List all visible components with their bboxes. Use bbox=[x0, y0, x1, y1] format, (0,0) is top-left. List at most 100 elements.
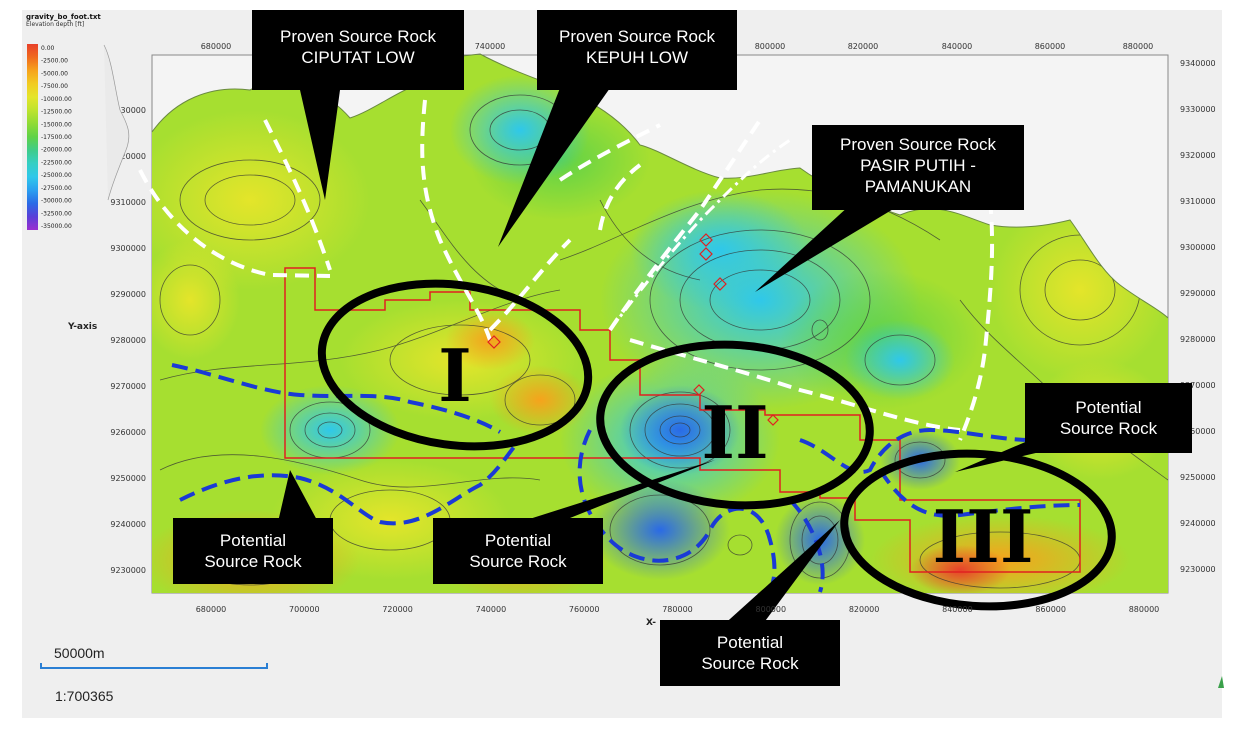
y-tick-right: 9280000 bbox=[1180, 335, 1216, 344]
x-axis-label: X- bbox=[646, 618, 656, 628]
callout-pointers bbox=[278, 88, 1040, 628]
legend-label: -7500.00 bbox=[41, 83, 68, 90]
scale-ratio: 1:700365 bbox=[55, 688, 114, 704]
x-axis-bottom-ticks: 680000 700000 720000 740000 760000 780000 8000… bbox=[196, 605, 1160, 614]
scale-bar-label: 50000m bbox=[54, 645, 105, 661]
x-tick-top: 800000 bbox=[755, 42, 786, 51]
x-tick-bottom: 780000 bbox=[662, 605, 693, 614]
x-tick-top: 680000 bbox=[201, 42, 232, 51]
callout-kepuh-line2: KEPUH LOW bbox=[585, 48, 689, 67]
callout-potential-mid-line2: Source Rock bbox=[469, 552, 567, 571]
x-tick-top: 820000 bbox=[848, 42, 879, 51]
legend-label: -32500.00 bbox=[41, 210, 72, 217]
legend-label: -5000.00 bbox=[41, 70, 68, 77]
y-tick-right: 9340000 bbox=[1180, 59, 1216, 68]
legend-field-name: Elevation depth [ft] bbox=[26, 21, 85, 28]
y-tick-left: 9240000 bbox=[110, 520, 146, 529]
y-tick-left: 9290000 bbox=[110, 290, 146, 299]
y-axis-right-ticks: 9340000 9330000 9320000 9310000 9300000 92900… bbox=[1180, 59, 1216, 574]
zone-label-1: I bbox=[438, 333, 472, 418]
y-tick-right: 9300000 bbox=[1180, 243, 1216, 252]
y-tick-right: 9240000 bbox=[1180, 519, 1216, 528]
callout-ciputat: Proven Source Rock CIPUTAT LOW bbox=[252, 10, 464, 90]
x-tick-top: 840000 bbox=[942, 42, 973, 51]
zone-ellipse-1 bbox=[317, 279, 593, 451]
y-tick-right: 9230000 bbox=[1180, 565, 1216, 574]
zone-label-3: III bbox=[932, 494, 1033, 579]
y-tick-left: 9270000 bbox=[110, 382, 146, 391]
callout-kepuh-line1: Proven Source Rock bbox=[559, 27, 715, 46]
callout-potential-right: Potential Source Rock bbox=[1025, 383, 1192, 453]
callout-pasir-putih: Proven Source Rock PASIR PUTIH - PAMANUK… bbox=[812, 125, 1024, 210]
proven-boundary-dashdot bbox=[608, 138, 791, 331]
zone-label-2: II bbox=[701, 390, 768, 475]
y-tick-left: 9280000 bbox=[110, 336, 146, 345]
legend-file-name: gravity_bo_foot.txt bbox=[26, 13, 101, 21]
callout-potential-left-line2: Source Rock bbox=[204, 552, 302, 571]
well-markers bbox=[487, 233, 779, 426]
legend-label: -2500.00 bbox=[41, 58, 68, 65]
color-legend: 0.00 -2500.00 -5000.00 -7500.00 -10000.00 -12… bbox=[27, 44, 72, 230]
callout-potential-right-line1: Potential bbox=[1075, 398, 1142, 417]
legend-label: -12500.00 bbox=[41, 109, 72, 116]
legend-label: -27500.00 bbox=[41, 185, 72, 192]
callout-potential-mid: Potential Source Rock bbox=[433, 518, 603, 584]
callout-potential-bottom-line2: Source Rock bbox=[701, 654, 799, 673]
x-tick-bottom: 700000 bbox=[289, 605, 320, 614]
callout-kepuh: Proven Source Rock KEPUH LOW bbox=[537, 10, 737, 90]
y-tick-right: 9310000 bbox=[1180, 197, 1216, 206]
x-tick-bottom: 800000 bbox=[756, 605, 787, 614]
y-tick-left: 9300000 bbox=[110, 244, 146, 253]
y-tick-left: 9310000 bbox=[110, 198, 146, 207]
x-tick-bottom: 840000 bbox=[942, 605, 973, 614]
callout-potential-right-line2: Source Rock bbox=[1059, 419, 1158, 438]
x-axis-top-ticks: 680000 740000 800000 820000 840000 860000 8800… bbox=[201, 42, 1154, 51]
callout-potential-mid-line1: Potential bbox=[484, 531, 552, 550]
callout-ciputat-line2: CIPUTAT LOW bbox=[301, 48, 415, 67]
callout-ciputat-line1: Proven Source Rock bbox=[280, 27, 436, 46]
x-tick-bottom: 860000 bbox=[1035, 605, 1066, 614]
x-tick-top: 740000 bbox=[475, 42, 506, 51]
y-tick-right: 9270000 bbox=[1180, 381, 1216, 390]
y-tick-right: 9250000 bbox=[1180, 473, 1216, 482]
legend-label: -22500.00 bbox=[41, 159, 72, 166]
y-tick-left: 9330000 bbox=[110, 106, 146, 115]
x-tick-bottom: 820000 bbox=[849, 605, 880, 614]
coastline bbox=[151, 53, 1169, 319]
callout-potential-bottom-line1: Potential bbox=[716, 633, 784, 652]
callout-potential-left-line1: Potential bbox=[219, 531, 287, 550]
y-tick-left: 9250000 bbox=[110, 474, 146, 483]
x-tick-bottom: 880000 bbox=[1129, 605, 1160, 614]
y-tick-left: 9320000 bbox=[110, 152, 146, 161]
x-tick-bottom: 720000 bbox=[382, 605, 413, 614]
x-tick-bottom: 740000 bbox=[476, 605, 507, 614]
legend-color-ramp bbox=[27, 44, 38, 230]
zone-ellipse-3 bbox=[840, 449, 1116, 611]
callout-pasir-line1: Proven Source Rock bbox=[840, 135, 996, 154]
legend-label: -35000.00 bbox=[41, 223, 72, 230]
x-tick-top: 860000 bbox=[1035, 42, 1066, 51]
y-tick-right: 9330000 bbox=[1180, 105, 1216, 114]
callout-pasir-line3: PAMANUKAN bbox=[864, 177, 972, 196]
north-arrow-fragment bbox=[1218, 676, 1224, 688]
legend-label: -15000.00 bbox=[41, 121, 72, 128]
y-axis-left-ticks: 9330000 9320000 9310000 9300000 9290000 92800… bbox=[110, 106, 146, 575]
legend-label: -20000.00 bbox=[41, 147, 72, 154]
callout-potential-left: Potential Source Rock bbox=[173, 518, 333, 584]
legend-label: -25000.00 bbox=[41, 172, 72, 179]
y-tick-right: 9290000 bbox=[1180, 289, 1216, 298]
callout-pasir-line2: PASIR PUTIH - bbox=[860, 156, 976, 175]
y-axis-label: Y-axis bbox=[68, 322, 98, 332]
legend-label: -17500.00 bbox=[41, 134, 72, 141]
legend-histogram bbox=[103, 44, 130, 201]
y-tick-right: 9320000 bbox=[1180, 151, 1216, 160]
legend-label: -30000.00 bbox=[41, 198, 72, 205]
y-tick-left: 9230000 bbox=[110, 566, 146, 575]
scale-bar-line bbox=[40, 663, 268, 669]
legend-label: 0.00 bbox=[41, 45, 55, 52]
y-tick-right: 9260000 bbox=[1180, 427, 1216, 436]
x-tick-top: 880000 bbox=[1123, 42, 1154, 51]
zone-ellipse-2 bbox=[596, 340, 874, 510]
x-tick-bottom: 760000 bbox=[569, 605, 600, 614]
